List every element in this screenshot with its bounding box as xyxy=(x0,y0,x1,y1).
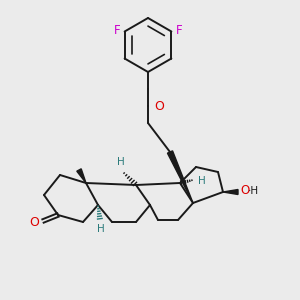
Text: F: F xyxy=(176,24,182,37)
Text: H: H xyxy=(97,224,105,234)
Polygon shape xyxy=(167,151,193,203)
Text: H: H xyxy=(198,176,206,186)
Polygon shape xyxy=(223,190,238,194)
Polygon shape xyxy=(77,169,86,183)
Text: O: O xyxy=(29,217,39,230)
Text: ·H: ·H xyxy=(248,186,259,196)
Text: H: H xyxy=(117,157,125,167)
Text: F: F xyxy=(114,24,121,37)
Text: O: O xyxy=(154,100,164,112)
Text: O: O xyxy=(240,184,249,197)
